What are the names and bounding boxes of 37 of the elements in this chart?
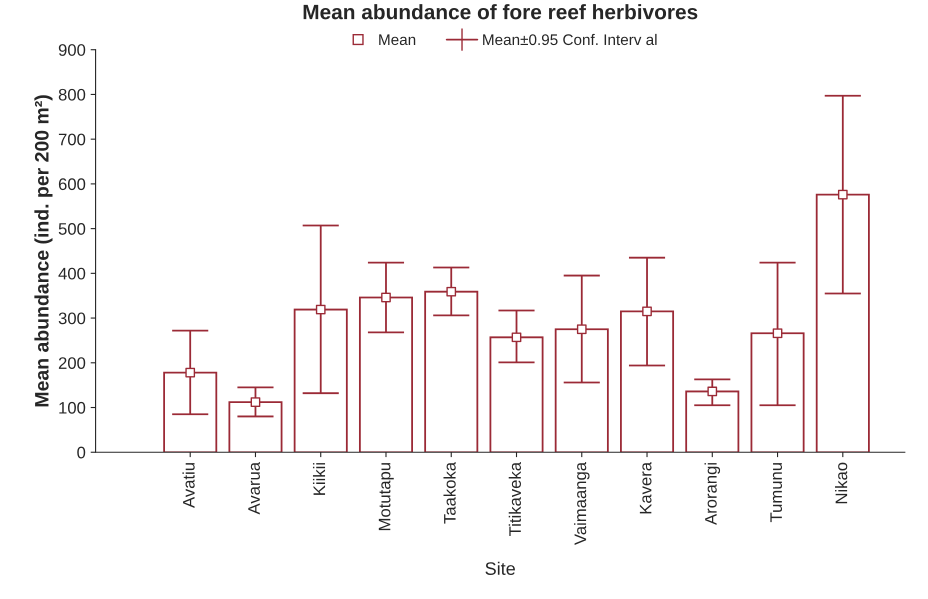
point (446, 286, 456, 297)
x-tick-label: Vaimaanga (574, 462, 590, 545)
x-tick-label: Avatiu (182, 463, 195, 508)
x-tick-label: Motutapu (378, 463, 394, 530)
legend-label: Mean±0.95 Conf. Interv al (483, 34, 657, 46)
point (512, 332, 522, 342)
x-tick-label: Arorangi (704, 463, 720, 525)
legend-label: Mean (379, 34, 416, 46)
y-tick-label: 700 (58, 134, 86, 146)
y-tick-label: 400 (58, 268, 86, 280)
point (707, 386, 718, 396)
y-tick-label: 0 (77, 446, 86, 458)
x-tick-label: Avarua (248, 462, 260, 514)
x-axis-title: Site (485, 562, 515, 575)
y-axis-title: Mean abundance (ind. per 200 m²) (34, 95, 52, 406)
x-tick-label: Kavera (640, 462, 652, 514)
x-tick-label: Kiikii (312, 463, 326, 495)
point (642, 306, 652, 316)
point (576, 324, 587, 334)
y-tick-label: 800 (58, 88, 86, 101)
point (838, 190, 848, 200)
y-tick-label: 200 (58, 357, 86, 369)
y-tick-label: 900 (58, 44, 86, 56)
point (772, 328, 782, 338)
point (250, 397, 260, 408)
chart-title: Mean abundance of fore reef herbivores (304, 4, 698, 20)
y-tick-label: 100 (59, 402, 86, 414)
x-tick-label: Tumunu (770, 463, 782, 522)
x-tick-label: Taakoka (443, 462, 456, 524)
point (381, 292, 391, 302)
y-tick-label: 500 (58, 223, 86, 235)
point (185, 368, 196, 378)
point (316, 304, 326, 314)
x-tick-label: Nikao (835, 462, 848, 504)
y-tick-label: 300 (58, 312, 86, 324)
x-tick-label: Titikaveka (508, 462, 521, 536)
y-tick-label: 600 (58, 178, 86, 190)
